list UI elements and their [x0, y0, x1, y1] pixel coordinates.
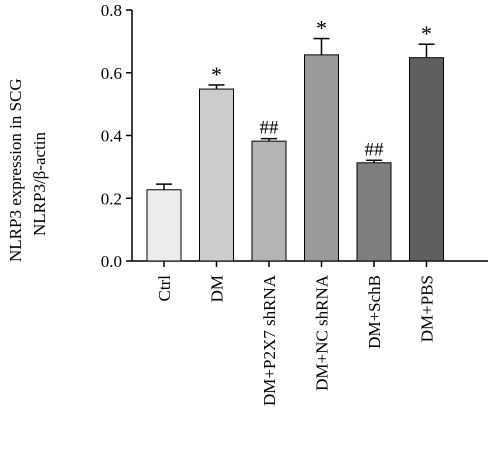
- bar: [356, 162, 392, 262]
- significance-label: *: [316, 16, 327, 41]
- y-axis-label-line2: NLRP3/β-actin: [30, 131, 49, 236]
- significance-label: *: [421, 21, 432, 46]
- bar: [146, 189, 182, 262]
- x-tick-label: DM: [208, 275, 227, 302]
- y-axis-label-line1: NLRP3 expression in SCG: [6, 78, 25, 262]
- y-tick-label: 0.6: [101, 64, 122, 83]
- x-tick-label: DM+P2X7 shRNA: [260, 274, 279, 406]
- y-tick-label: 0.0: [101, 252, 122, 271]
- x-tick-label: DM+NC shRNA: [313, 274, 332, 391]
- x-tick-label: Ctrl: [155, 275, 174, 302]
- significance-label: *: [211, 62, 222, 87]
- x-tick-label: DM+SchB: [365, 275, 384, 349]
- bar: [304, 54, 339, 262]
- significance-label: ##: [365, 139, 385, 160]
- x-tick-label: DM+PBS: [418, 275, 437, 342]
- y-tick-label: 0.4: [101, 127, 123, 146]
- significance-label: ##: [260, 118, 280, 139]
- bar: [409, 57, 444, 262]
- bar: [251, 140, 287, 262]
- y-tick-label: 0.8: [101, 1, 122, 20]
- y-tick-label: 0.2: [101, 189, 122, 208]
- bar: [199, 88, 234, 262]
